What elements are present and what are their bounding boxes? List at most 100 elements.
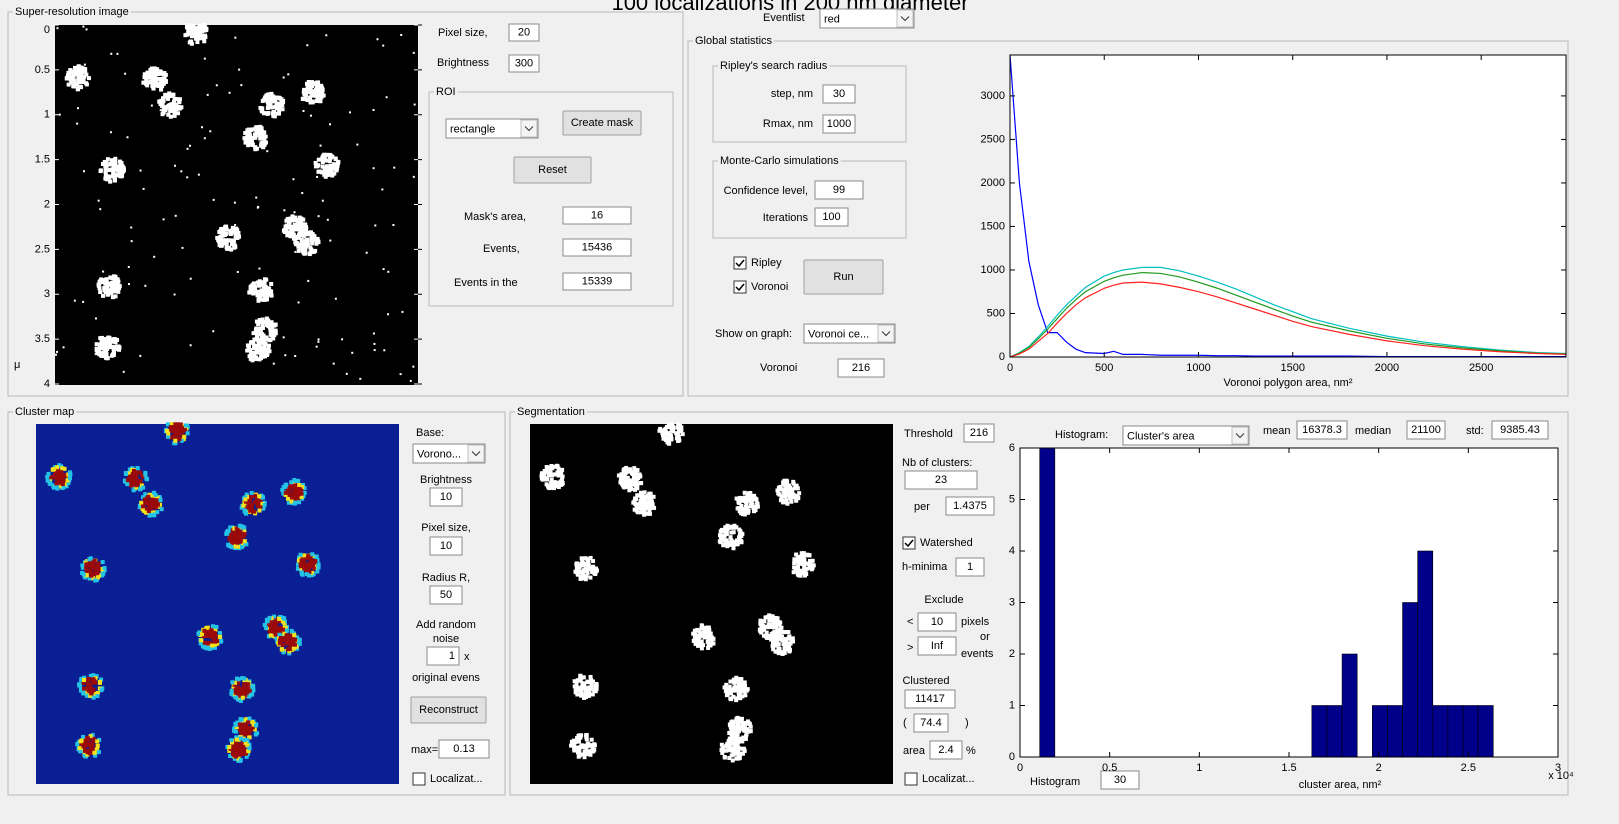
checkbox-label: Ripley [751,257,782,269]
blob-pixel [201,23,205,27]
blob-pixel [92,566,96,570]
blob-pixel [759,623,763,627]
x-tick-label: 1.5 [1281,762,1296,774]
speckle [306,44,308,46]
speckle [174,165,176,167]
label: Histogram [1030,776,1080,788]
speckle [294,251,296,253]
blob-pixel [334,157,338,161]
blob-pixel [298,638,302,642]
blob-pixel [547,466,551,470]
blob-pixel [264,351,268,355]
blob-pixel [573,679,577,683]
gui-window: 100 localizations in 200 nm diameter Sup… [0,0,1619,824]
blob-pixel [217,237,221,241]
blob-pixel [767,613,771,617]
speckle [143,188,145,190]
y-tick-label: 0 [1009,751,1015,763]
blob-pixel [233,243,237,247]
blob-pixel [77,85,81,89]
blob-pixel [792,570,796,574]
blob-pixel [77,71,81,75]
blob-pixel [243,532,247,536]
checkbox[interactable] [413,773,425,785]
label: Threshold [904,428,953,440]
blob-pixel [273,99,277,103]
histogram-bar [1433,706,1448,758]
blob-pixel [330,174,334,178]
y-tick-label: 4 [1009,545,1015,557]
blob-pixel [78,746,82,750]
blob-pixel [812,563,816,567]
blob-pixel [577,749,581,753]
blob-pixel [253,132,257,136]
blob-pixel [332,162,336,166]
blob-pixel [253,147,257,151]
blob-pixel [85,82,89,86]
speckle [356,144,358,146]
blob-pixel [299,553,303,557]
blob-pixel [701,627,705,631]
y-tick-label: 0 [44,24,50,36]
blob-pixel [580,692,584,696]
speckle [294,211,296,213]
blob-pixel [242,738,246,742]
dropdown-button [878,325,894,342]
checkbox[interactable] [734,281,746,293]
blob-pixel [743,726,747,730]
speckle [414,104,416,106]
blob-pixel [252,331,256,335]
speckle [237,271,239,273]
blob-pixel [250,140,254,144]
blob-pixel [724,749,728,753]
speckle [333,363,335,365]
blob-pixel [255,328,259,332]
blob-pixel [583,694,587,698]
blob-pixel [89,691,93,695]
histogram-bar [1478,706,1493,758]
blob-pixel [803,574,807,578]
speckle [318,215,320,217]
speckle [387,313,389,315]
blob-pixel [255,731,259,735]
checkbox[interactable] [903,537,915,549]
checkbox[interactable] [734,257,746,269]
blob-pixel [729,535,733,539]
label: Nb of clusters: [902,457,972,469]
blob-pixel [80,563,84,567]
blob-pixel [158,498,162,502]
speckle [366,252,368,254]
dropdown-button [897,10,913,27]
blob-pixel [254,356,258,360]
blob-pixel [161,72,165,76]
blob-pixel [271,111,275,115]
speckle [76,123,78,125]
blob-pixel [117,348,121,352]
blob-pixel [149,80,153,84]
speckle [351,352,353,354]
checkbox[interactable] [905,773,917,785]
blob-pixel [189,40,193,44]
speckle [284,354,286,356]
blob-pixel [648,512,652,516]
speckle [83,170,85,172]
blob-pixel [786,630,790,634]
blob-pixel [108,275,112,279]
speckle [59,114,61,116]
blob-pixel [220,244,224,248]
blob-pixel [310,552,314,556]
blob-pixel [92,751,96,755]
dropdown-button [521,120,537,137]
blob-pixel [589,678,593,682]
blob-pixel [298,487,302,491]
blob-pixel [96,744,100,748]
blob-pixel [219,639,223,643]
blob-pixel [784,637,788,641]
blob-pixel [162,105,166,109]
blob-pixel [316,83,320,87]
blob-pixel [138,479,142,483]
blob-pixel [794,486,798,490]
blob-pixel [734,698,738,702]
input-value: 30 [1114,774,1126,786]
blob-pixel [95,348,99,352]
